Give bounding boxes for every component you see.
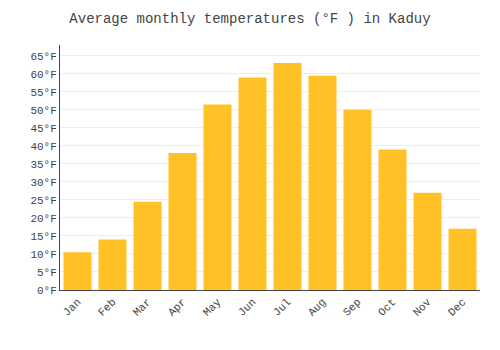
svg-text:0°F: 0°F [37, 285, 57, 297]
svg-text:Dec: Dec [446, 296, 468, 318]
svg-text:Nov: Nov [411, 296, 434, 319]
svg-text:45°F: 45°F [30, 123, 56, 135]
svg-text:30°F: 30°F [30, 177, 56, 189]
svg-text:10°F: 10°F [30, 249, 56, 261]
svg-text:Apr: Apr [166, 296, 188, 318]
svg-text:20°F: 20°F [30, 213, 56, 225]
svg-text:Average monthly temperatures (: Average monthly temperatures (°F ) in Ka… [69, 11, 430, 27]
svg-text:Jul: Jul [271, 296, 293, 318]
svg-text:40°F: 40°F [30, 141, 56, 153]
svg-text:60°F: 60°F [30, 69, 56, 81]
svg-text:Oct: Oct [376, 296, 398, 318]
svg-text:Jun: Jun [236, 296, 258, 318]
svg-text:25°F: 25°F [30, 195, 56, 207]
svg-text:Feb: Feb [96, 296, 118, 318]
svg-text:May: May [201, 296, 224, 319]
svg-text:15°F: 15°F [30, 231, 56, 243]
svg-text:50°F: 50°F [30, 105, 56, 117]
svg-text:Aug: Aug [306, 296, 328, 318]
svg-text:Jan: Jan [61, 296, 83, 318]
svg-text:65°F: 65°F [30, 51, 56, 63]
svg-text:5°F: 5°F [37, 267, 57, 279]
svg-text:Sep: Sep [341, 296, 363, 318]
svg-text:Mar: Mar [131, 296, 153, 318]
svg-text:55°F: 55°F [30, 87, 56, 99]
svg-text:35°F: 35°F [30, 159, 56, 171]
